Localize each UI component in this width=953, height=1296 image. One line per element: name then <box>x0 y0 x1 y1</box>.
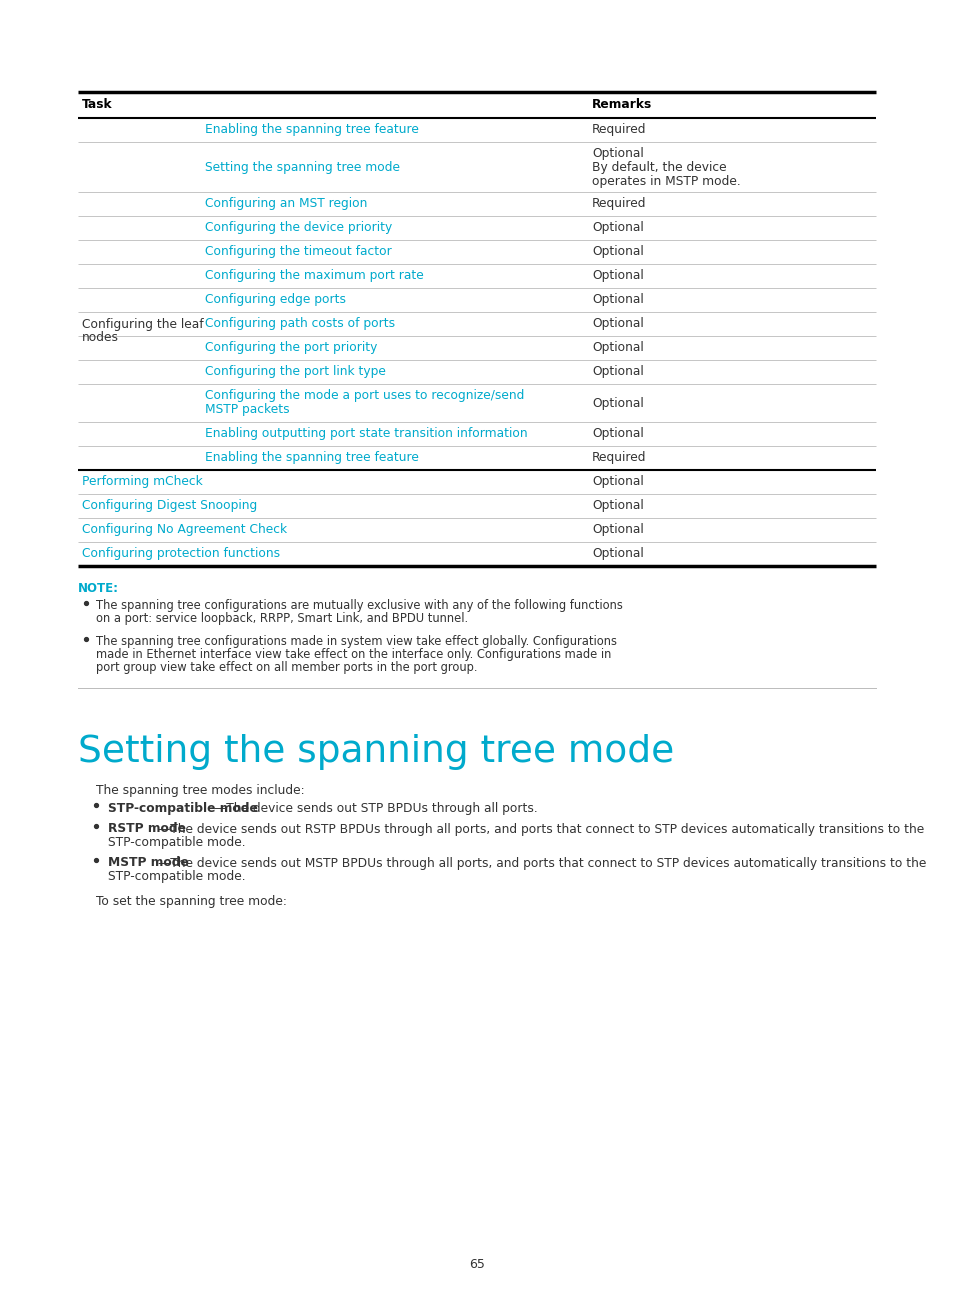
Text: Configuring the port link type: Configuring the port link type <box>205 365 385 378</box>
Text: —The device sends out MSTP BPDUs through all ports, and ports that connect to ST: —The device sends out MSTP BPDUs through… <box>158 857 925 870</box>
Text: Enabling the spanning tree feature: Enabling the spanning tree feature <box>205 451 418 464</box>
Text: port group view take effect on all member ports in the port group.: port group view take effect on all membe… <box>96 661 477 674</box>
Text: The spanning tree modes include:: The spanning tree modes include: <box>96 784 304 797</box>
Text: Optional: Optional <box>592 342 643 355</box>
Text: Configuring protection functions: Configuring protection functions <box>82 547 280 560</box>
Text: Enabling outputting port state transition information: Enabling outputting port state transitio… <box>205 428 527 441</box>
Text: NOTE:: NOTE: <box>78 582 119 595</box>
Text: Configuring the maximum port rate: Configuring the maximum port rate <box>205 270 423 283</box>
Text: on a port: service loopback, RRPP, Smart Link, and BPDU tunnel.: on a port: service loopback, RRPP, Smart… <box>96 612 468 625</box>
Text: Enabling the spanning tree feature: Enabling the spanning tree feature <box>205 123 418 136</box>
Text: Optional: Optional <box>592 146 643 159</box>
Text: Configuring path costs of ports: Configuring path costs of ports <box>205 318 395 330</box>
Text: 65: 65 <box>469 1257 484 1270</box>
Text: MSTP mode: MSTP mode <box>108 857 189 870</box>
Text: Optional: Optional <box>592 270 643 283</box>
Text: The spanning tree configurations made in system view take effect globally. Confi: The spanning tree configurations made in… <box>96 635 617 648</box>
Text: Configuring the leaf: Configuring the leaf <box>82 318 203 330</box>
Text: —The device sends out STP BPDUs through all ports.: —The device sends out STP BPDUs through … <box>214 802 537 815</box>
Text: STP-compatible mode.: STP-compatible mode. <box>108 870 245 883</box>
Text: By default, the device: By default, the device <box>592 161 726 174</box>
Text: STP-compatible mode.: STP-compatible mode. <box>108 836 245 849</box>
Text: Configuring the mode a port uses to recognize/send: Configuring the mode a port uses to reco… <box>205 390 524 403</box>
Text: To set the spanning tree mode:: To set the spanning tree mode: <box>96 894 287 907</box>
Text: Optional: Optional <box>592 547 643 560</box>
Text: Optional: Optional <box>592 318 643 330</box>
Text: Configuring the timeout factor: Configuring the timeout factor <box>205 245 392 258</box>
Text: Configuring the device priority: Configuring the device priority <box>205 222 392 235</box>
Text: Task: Task <box>82 98 112 111</box>
Text: Optional: Optional <box>592 293 643 306</box>
Text: The spanning tree configurations are mutually exclusive with any of the followin: The spanning tree configurations are mut… <box>96 599 622 612</box>
Text: Optional: Optional <box>592 476 643 489</box>
Text: nodes: nodes <box>82 330 119 343</box>
Text: Configuring No Agreement Check: Configuring No Agreement Check <box>82 524 287 537</box>
Text: RSTP mode: RSTP mode <box>108 823 186 836</box>
Text: Configuring the port priority: Configuring the port priority <box>205 342 377 355</box>
Text: Required: Required <box>592 123 646 136</box>
Text: made in Ethernet interface view take effect on the interface only. Configuration: made in Ethernet interface view take eff… <box>96 648 611 661</box>
Text: Required: Required <box>592 197 646 210</box>
Text: Configuring edge ports: Configuring edge ports <box>205 293 346 306</box>
Text: MSTP packets: MSTP packets <box>205 403 290 416</box>
Text: Configuring an MST region: Configuring an MST region <box>205 197 367 210</box>
Text: Optional: Optional <box>592 245 643 258</box>
Text: Required: Required <box>592 451 646 464</box>
Text: Optional: Optional <box>592 222 643 235</box>
Text: Setting the spanning tree mode: Setting the spanning tree mode <box>205 161 399 174</box>
Text: Optional: Optional <box>592 397 643 410</box>
Text: Optional: Optional <box>592 428 643 441</box>
Text: operates in MSTP mode.: operates in MSTP mode. <box>592 175 740 188</box>
Text: STP-compatible mode: STP-compatible mode <box>108 802 257 815</box>
Text: Setting the spanning tree mode: Setting the spanning tree mode <box>78 734 674 770</box>
Text: —The device sends out RSTP BPDUs through all ports, and ports that connect to ST: —The device sends out RSTP BPDUs through… <box>158 823 923 836</box>
Text: Optional: Optional <box>592 524 643 537</box>
Text: Optional: Optional <box>592 499 643 512</box>
Text: Performing mCheck: Performing mCheck <box>82 476 203 489</box>
Text: Optional: Optional <box>592 365 643 378</box>
Text: Configuring Digest Snooping: Configuring Digest Snooping <box>82 499 257 512</box>
Text: Remarks: Remarks <box>592 98 652 111</box>
